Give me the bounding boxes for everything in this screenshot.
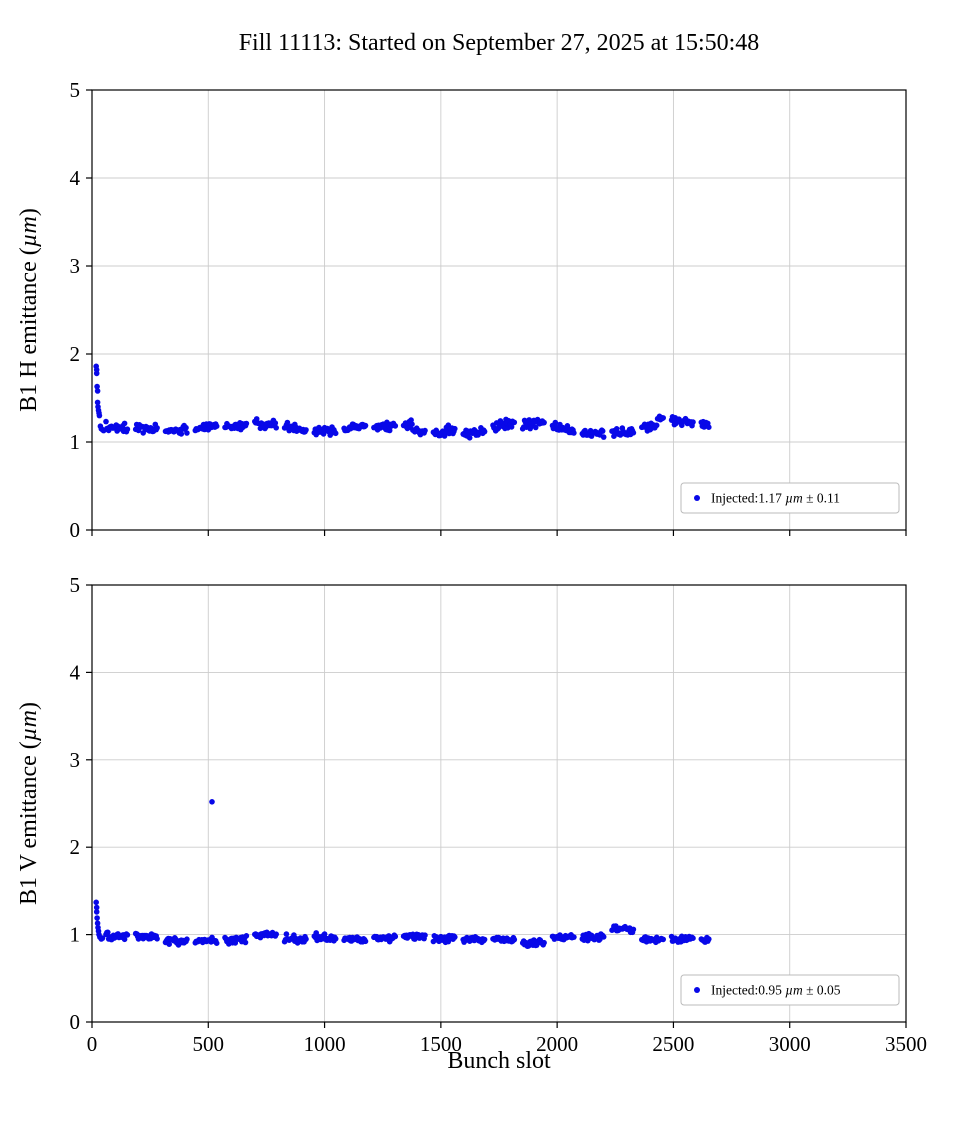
panels-group: 0 1 2 3 4 5 B1 H emittance (µm) Injected:1.17 µ… bbox=[16, 78, 927, 1056]
legend-marker-bottom bbox=[694, 987, 700, 993]
y-ticks-bottom bbox=[86, 584, 92, 1023]
legend-label-bottom: Injected:0.95 µm ± 0.05 bbox=[711, 983, 841, 998]
svg-text:500: 500 bbox=[193, 1032, 225, 1056]
svg-text:3500: 3500 bbox=[885, 1032, 927, 1056]
y-tick-labels-bottom: 0 1 2 3 4 5 bbox=[70, 573, 81, 1034]
legend-box-top bbox=[680, 482, 900, 514]
y-axis-label-bottom: B1 V emittance (µm) bbox=[16, 702, 42, 905]
svg-text:1000: 1000 bbox=[304, 1032, 346, 1056]
svg-text:2: 2 bbox=[70, 835, 81, 859]
svg-text:1: 1 bbox=[70, 923, 81, 947]
x-axis-label: Bunch slot bbox=[447, 1048, 551, 1074]
scatter-series-bottom bbox=[93, 799, 712, 949]
svg-text:0: 0 bbox=[87, 1032, 98, 1056]
svg-text:1: 1 bbox=[70, 430, 81, 454]
panel-bottom: 0 500 1000 1500 2000 2500 3000 3500 0 1 2 3 4 5 B1 V e… bbox=[16, 573, 927, 1056]
svg-text:5: 5 bbox=[70, 78, 81, 102]
svg-text:0: 0 bbox=[70, 518, 81, 542]
axes-spines-top bbox=[91, 89, 907, 531]
axes-spines-bottom bbox=[91, 584, 907, 1023]
panel-top: 0 1 2 3 4 5 B1 H emittance (µm) Injected:1.17 µ… bbox=[16, 78, 907, 542]
svg-text:5: 5 bbox=[70, 573, 81, 597]
svg-text:0: 0 bbox=[70, 1010, 81, 1034]
x-tick-labels: 0 500 1000 1500 2000 2500 3000 3500 bbox=[87, 1032, 927, 1056]
svg-text:3000: 3000 bbox=[769, 1032, 811, 1056]
legend-label-top: Injected:1.17 µm ± 0.11 bbox=[711, 491, 840, 506]
svg-text:2000: 2000 bbox=[536, 1032, 578, 1056]
svg-text:4: 4 bbox=[70, 660, 81, 684]
legend-bottom: Injected:0.95 µm ± 0.05 bbox=[680, 974, 900, 1006]
scatter-series-top bbox=[93, 363, 712, 441]
gridlines-top bbox=[91, 89, 907, 531]
y-axis-label-top: B1 H emittance (µm) bbox=[16, 208, 42, 412]
y-tick-labels-top: 0 1 2 3 4 5 bbox=[70, 78, 81, 542]
svg-text:1500: 1500 bbox=[420, 1032, 462, 1056]
legend-marker-top bbox=[694, 495, 700, 501]
y-ticks-top bbox=[86, 89, 92, 531]
x-ticks-bottom bbox=[91, 1022, 907, 1028]
legend-top: Injected:1.17 µm ± 0.11 bbox=[680, 482, 900, 514]
svg-text:2: 2 bbox=[70, 342, 81, 366]
legend-box-bottom bbox=[680, 974, 900, 1006]
svg-text:3: 3 bbox=[70, 254, 81, 278]
svg-text:2500: 2500 bbox=[652, 1032, 694, 1056]
figure-title: Fill 11113: Started on September 27, 202… bbox=[239, 30, 760, 56]
svg-text:3: 3 bbox=[70, 748, 81, 772]
x-ticks-top bbox=[91, 530, 907, 536]
svg-text:4: 4 bbox=[70, 166, 81, 190]
